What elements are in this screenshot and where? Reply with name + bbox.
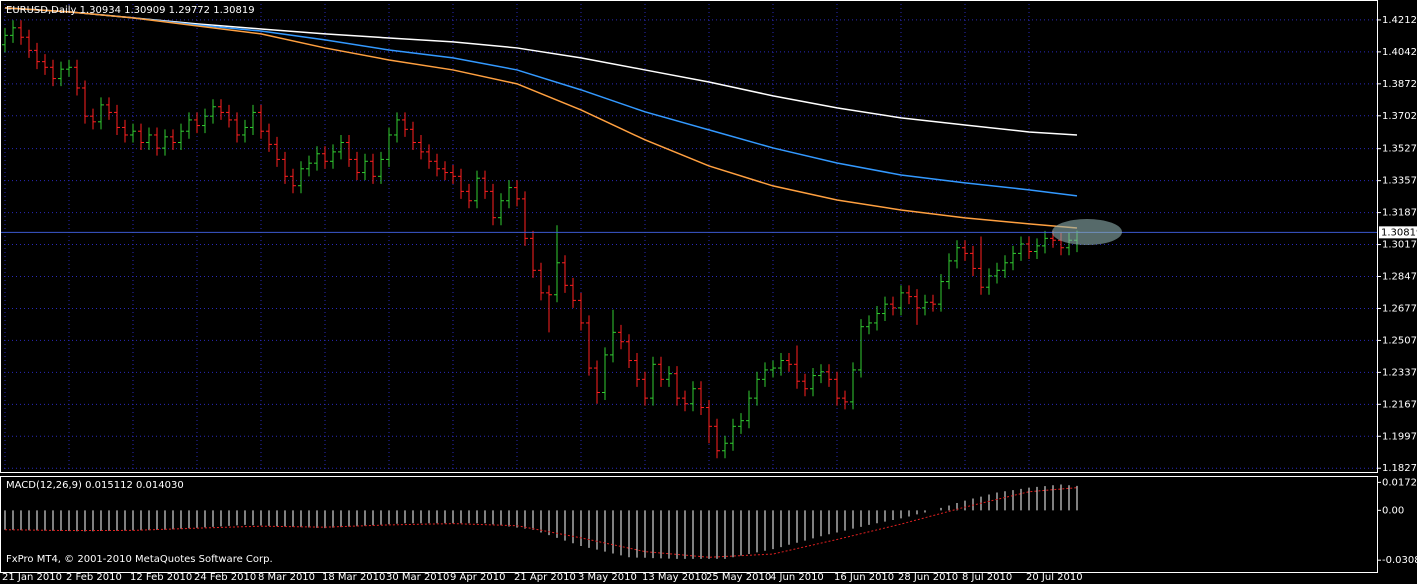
macd-frame	[0, 476, 1378, 573]
x-tick-label: 3 May 2010	[578, 572, 637, 583]
x-tick-label: 9 Apr 2010	[450, 572, 505, 583]
y-tick-label: 1.40420	[1382, 47, 1417, 58]
x-tick-label: 8 Mar 2010	[258, 572, 315, 583]
x-tick-label: 18 Mar 2010	[322, 572, 385, 583]
y-tick-label: 1.19970	[1382, 431, 1417, 442]
x-tick-label: 30 Mar 2010	[386, 572, 449, 583]
price-tag-label: 1.30819	[1381, 227, 1417, 238]
highlight-ellipse	[1052, 219, 1122, 245]
y-tick-label: 1.18270	[1382, 463, 1417, 474]
main-frame	[0, 0, 1378, 473]
y-tick-label: 1.37020	[1382, 111, 1417, 122]
x-tick-label: 21 Jan 2010	[2, 572, 62, 583]
x-tick-label: 12 Feb 2010	[130, 572, 192, 583]
y-tick-label: 1.26770	[1382, 303, 1417, 314]
y-tick-label: 1.21670	[1382, 399, 1417, 410]
y-tick-label: 0.00	[1382, 505, 1404, 516]
x-tick-label: 8 Jul 2010	[962, 572, 1012, 583]
x-tick-label: 21 Apr 2010	[514, 572, 576, 583]
y-tick-label: 1.28470	[1382, 272, 1417, 283]
y-tick-label: 1.25070	[1382, 335, 1417, 346]
y-tick-label: 1.30170	[1382, 240, 1417, 251]
y-tick-label: -0.0308	[1382, 555, 1417, 566]
x-tick-label: 4 Jun 2010	[770, 572, 824, 583]
y-tick-label: 1.38720	[1382, 79, 1417, 90]
moving-average	[4, 7, 1078, 136]
y-tick-label: 1.23370	[1382, 367, 1417, 378]
moving-average	[4, 7, 1078, 229]
moving-average	[4, 7, 1078, 197]
x-tick-label: 2 Feb 2010	[66, 572, 122, 583]
y-tick-label: 1.31870	[1382, 208, 1417, 219]
y-tick-label: 1.35270	[1382, 144, 1417, 155]
y-tick-label: 1.42120	[1382, 15, 1417, 26]
footer: FxPro MT4, © 2001-2010 MetaQuotes Softwa…	[6, 554, 273, 565]
x-tick-label: 13 May 2010	[642, 572, 707, 583]
x-tick-label: 28 Jun 2010	[898, 572, 958, 583]
x-tick-label: 20 Jul 2010	[1026, 572, 1083, 583]
y-tick-label: 0.01729	[1382, 477, 1417, 488]
x-tick-label: 16 Jun 2010	[834, 572, 894, 583]
x-tick-label: 24 Feb 2010	[194, 572, 256, 583]
signal-line	[4, 487, 1078, 558]
chart-title: EURUSD,Daily 1.30934 1.30909 1.29772 1.3…	[6, 5, 255, 16]
x-tick-label: 25 May 2010	[706, 572, 771, 583]
price-tag	[1379, 226, 1417, 239]
macd-title: MACD(12,26,9) 0.015112 0.014030	[6, 480, 184, 491]
y-tick-label: 1.33570	[1382, 176, 1417, 187]
